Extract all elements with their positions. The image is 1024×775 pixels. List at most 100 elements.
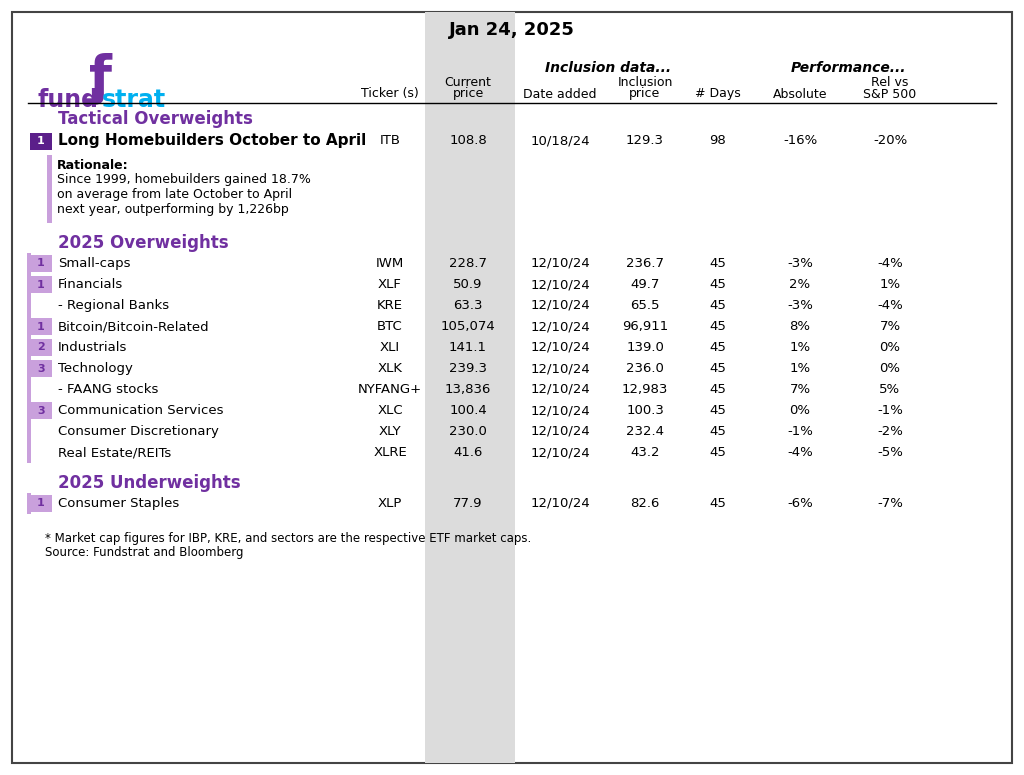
Text: 2%: 2% bbox=[790, 278, 811, 291]
Text: 232.4: 232.4 bbox=[626, 425, 664, 438]
Bar bbox=[27, 493, 31, 514]
Text: 12/10/24: 12/10/24 bbox=[530, 320, 590, 333]
Text: 96,911: 96,911 bbox=[622, 320, 668, 333]
Text: XLRE: XLRE bbox=[373, 446, 407, 459]
Text: Financials: Financials bbox=[58, 278, 123, 291]
Text: 239.3: 239.3 bbox=[449, 362, 487, 375]
Text: # Days: # Days bbox=[695, 88, 741, 101]
Text: 12/10/24: 12/10/24 bbox=[530, 299, 590, 312]
Text: 12/10/24: 12/10/24 bbox=[530, 341, 590, 354]
Text: 2025 Overweights: 2025 Overweights bbox=[58, 234, 228, 252]
Bar bbox=[30, 360, 52, 377]
Bar bbox=[30, 339, 52, 356]
Text: 1: 1 bbox=[37, 280, 45, 290]
Text: 77.9: 77.9 bbox=[454, 497, 482, 510]
Text: 12/10/24: 12/10/24 bbox=[530, 404, 590, 417]
Text: Industrials: Industrials bbox=[58, 341, 127, 354]
Text: 10/18/24: 10/18/24 bbox=[530, 135, 590, 147]
Text: BTC: BTC bbox=[377, 320, 402, 333]
Text: Current: Current bbox=[444, 75, 492, 88]
Text: Bitcoin/Bitcoin-Related: Bitcoin/Bitcoin-Related bbox=[58, 320, 210, 333]
Text: 228.7: 228.7 bbox=[449, 257, 487, 270]
Text: 12/10/24: 12/10/24 bbox=[530, 257, 590, 270]
Text: 45: 45 bbox=[710, 404, 726, 417]
Text: 8%: 8% bbox=[790, 320, 811, 333]
Bar bbox=[30, 495, 52, 512]
Text: -3%: -3% bbox=[787, 257, 813, 270]
Text: 1%: 1% bbox=[790, 341, 811, 354]
Text: 45: 45 bbox=[710, 446, 726, 459]
Text: 45: 45 bbox=[710, 362, 726, 375]
Text: Consumer Discretionary: Consumer Discretionary bbox=[58, 425, 219, 438]
Text: Communication Services: Communication Services bbox=[58, 404, 223, 417]
Text: 41.6: 41.6 bbox=[454, 446, 482, 459]
Text: 3: 3 bbox=[37, 405, 45, 415]
Text: -2%: -2% bbox=[878, 425, 903, 438]
Text: Source: Fundstrat and Bloomberg: Source: Fundstrat and Bloomberg bbox=[45, 546, 244, 559]
Text: 43.2: 43.2 bbox=[630, 446, 659, 459]
Text: Ticker (s): Ticker (s) bbox=[361, 88, 419, 101]
Text: 12/10/24: 12/10/24 bbox=[530, 497, 590, 510]
Text: -4%: -4% bbox=[878, 299, 903, 312]
Text: 12/10/24: 12/10/24 bbox=[530, 425, 590, 438]
Text: 63.3: 63.3 bbox=[454, 299, 482, 312]
Text: 1%: 1% bbox=[880, 278, 900, 291]
Bar bbox=[30, 318, 52, 335]
Text: next year, outperforming by 1,226bp: next year, outperforming by 1,226bp bbox=[57, 203, 289, 216]
Text: -7%: -7% bbox=[878, 497, 903, 510]
Bar bbox=[425, 12, 515, 763]
Text: 3: 3 bbox=[37, 363, 45, 374]
Text: XLK: XLK bbox=[378, 362, 402, 375]
Text: 0%: 0% bbox=[790, 404, 811, 417]
Text: Consumer Staples: Consumer Staples bbox=[58, 497, 179, 510]
Text: 7%: 7% bbox=[880, 320, 900, 333]
Bar bbox=[30, 255, 52, 272]
Text: 100.3: 100.3 bbox=[626, 404, 664, 417]
Text: 100.4: 100.4 bbox=[450, 404, 486, 417]
Text: -6%: -6% bbox=[787, 497, 813, 510]
Text: Absolute: Absolute bbox=[773, 88, 827, 101]
Text: 12/10/24: 12/10/24 bbox=[530, 278, 590, 291]
Bar bbox=[27, 253, 31, 463]
Text: 45: 45 bbox=[710, 425, 726, 438]
Text: 98: 98 bbox=[710, 135, 726, 147]
Text: Jan 24, 2025: Jan 24, 2025 bbox=[450, 21, 574, 39]
Text: 45: 45 bbox=[710, 497, 726, 510]
Text: - Regional Banks: - Regional Banks bbox=[58, 299, 169, 312]
Text: 45: 45 bbox=[710, 383, 726, 396]
Text: -5%: -5% bbox=[878, 446, 903, 459]
Text: ITB: ITB bbox=[380, 135, 400, 147]
Text: 45: 45 bbox=[710, 341, 726, 354]
Text: 236.0: 236.0 bbox=[626, 362, 664, 375]
Text: on average from late October to April: on average from late October to April bbox=[57, 188, 292, 201]
Text: 13,836: 13,836 bbox=[444, 383, 492, 396]
Text: S&P 500: S&P 500 bbox=[863, 88, 916, 101]
Text: Tactical Overweights: Tactical Overweights bbox=[58, 110, 253, 128]
Text: IWM: IWM bbox=[376, 257, 404, 270]
Bar bbox=[47, 155, 52, 223]
Text: 12/10/24: 12/10/24 bbox=[530, 383, 590, 396]
Text: ƒ: ƒ bbox=[88, 53, 112, 105]
Text: 5%: 5% bbox=[880, 383, 900, 396]
Text: 2025 Underweights: 2025 Underweights bbox=[58, 474, 241, 492]
Text: 45: 45 bbox=[710, 257, 726, 270]
Text: 0%: 0% bbox=[880, 341, 900, 354]
Text: 1: 1 bbox=[37, 136, 45, 146]
Text: Technology: Technology bbox=[58, 362, 133, 375]
Text: 1: 1 bbox=[37, 259, 45, 268]
Text: -1%: -1% bbox=[787, 425, 813, 438]
Text: Inclusion: Inclusion bbox=[617, 75, 673, 88]
Text: Rel vs: Rel vs bbox=[871, 75, 908, 88]
Text: 45: 45 bbox=[710, 299, 726, 312]
Bar bbox=[30, 276, 52, 293]
Text: 108.8: 108.8 bbox=[450, 135, 486, 147]
Text: 1%: 1% bbox=[790, 362, 811, 375]
Text: 0%: 0% bbox=[880, 362, 900, 375]
Text: 1: 1 bbox=[37, 322, 45, 332]
Text: Since 1999, homebuilders gained 18.7%: Since 1999, homebuilders gained 18.7% bbox=[57, 173, 311, 186]
Text: 105,074: 105,074 bbox=[440, 320, 496, 333]
Text: -16%: -16% bbox=[783, 135, 817, 147]
Text: 45: 45 bbox=[710, 320, 726, 333]
Text: Long Homebuilders October to April: Long Homebuilders October to April bbox=[58, 133, 367, 149]
Text: Rationale:: Rationale: bbox=[57, 159, 129, 172]
